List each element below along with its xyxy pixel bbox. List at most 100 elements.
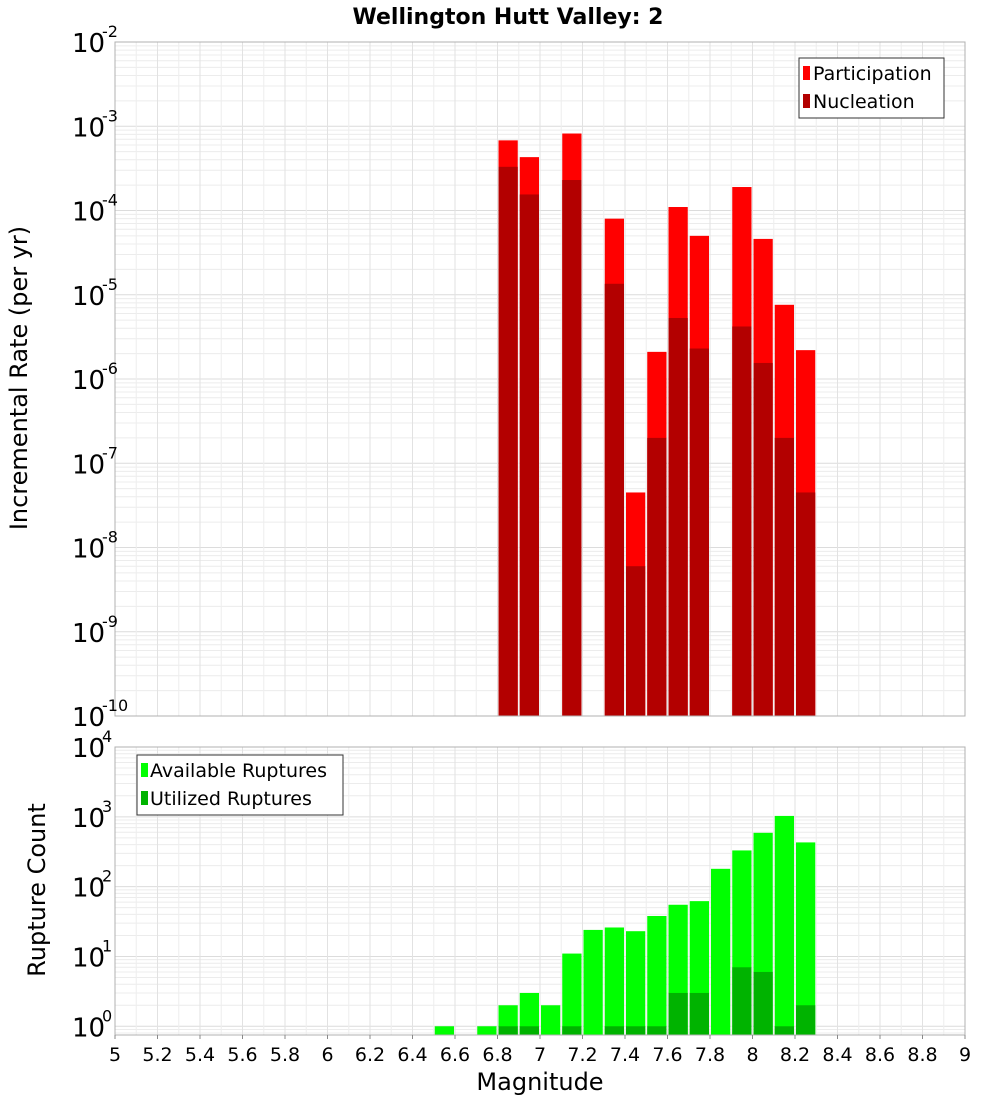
bottom-bar-utilized-ruptures [668, 992, 688, 1035]
bottom-y-tick-exponent: 0 [102, 1006, 112, 1025]
bottom-x-tick-label: 9 [959, 1044, 971, 1066]
top-bar-nucleation [519, 194, 539, 717]
bottom-bar-utilized-ruptures [774, 1026, 794, 1035]
top-bar-nucleation [562, 180, 582, 717]
top-legend: Participation Nucleation [798, 57, 945, 119]
bottom-x-tick-label: 5 [109, 1044, 121, 1066]
top-y-tick-label: 10 [72, 619, 105, 649]
top-bar-nucleation [796, 492, 816, 716]
top-y-tick-exponent: -10 [102, 696, 128, 715]
top-y-axis-label: Incremental Rate (per yr) [5, 226, 33, 530]
top-bar-nucleation [626, 566, 646, 716]
bottom-x-tick-label: 7.2 [567, 1044, 597, 1066]
bottom-x-tick-label: 5.2 [142, 1044, 172, 1066]
top-y-tick-exponent: -4 [102, 191, 118, 210]
bottom-bar-available-ruptures [796, 842, 816, 1035]
top-bar-nucleation [668, 317, 688, 716]
top-bar-nucleation [604, 283, 624, 716]
bottom-y-tick-label: 10 [72, 1013, 105, 1043]
bottom-bar-utilized-ruptures [562, 1026, 582, 1035]
bottom-x-tick-label: 5.4 [185, 1044, 215, 1066]
bottom-bar-available-ruptures [583, 929, 603, 1035]
top-plot-frame [114, 41, 966, 717]
bottom-y-tick-exponent: 1 [102, 936, 112, 955]
bottom-y-tick-label: 10 [72, 804, 105, 834]
bottom-x-tick-label: 7.6 [652, 1044, 682, 1066]
bottom-x-tick-label: 6.6 [440, 1044, 470, 1066]
bottom-bar-available-ruptures [604, 927, 624, 1035]
bottom-bar-utilized-ruptures [647, 1026, 667, 1035]
bottom-bar-available-ruptures [711, 868, 731, 1035]
bottom-x-tick-label: 8.4 [822, 1044, 852, 1066]
top-y-tick-label: 10 [72, 535, 105, 565]
legend-label-participation: Participation [813, 63, 932, 85]
bottom-y-tick-label: 10 [72, 874, 105, 904]
top-bar-nucleation [753, 362, 773, 716]
bottom-x-tick-label: 7 [534, 1044, 546, 1066]
top-y-tick-label: 10 [72, 450, 105, 480]
bottom-bar-available-ruptures [541, 1005, 561, 1035]
bottom-x-tick-label: 6.2 [355, 1044, 385, 1066]
bottom-x-tick-label: 7.4 [610, 1044, 640, 1066]
legend-swatch-available [141, 763, 148, 777]
bottom-x-tick-label: 8.8 [907, 1044, 937, 1066]
top-y-tick-label: 10 [72, 366, 105, 396]
bottom-y-axis-label: Rupture Count [23, 803, 51, 977]
bottom-bar-available-ruptures [562, 953, 582, 1035]
top-y-tick-label: 10 [72, 29, 105, 59]
bottom-y-tick-label: 10 [72, 943, 105, 973]
bottom-y-tick-exponent: 2 [102, 867, 112, 886]
top-y-tick-label: 10 [72, 198, 105, 228]
bottom-x-tick-label: 7.8 [695, 1044, 725, 1066]
bottom-bar-utilized-ruptures [753, 971, 773, 1035]
top-y-tick-exponent: -5 [102, 275, 118, 294]
bottom-y-tick-label: 10 [72, 734, 105, 764]
chart-title: Wellington Hutt Valley: 2 [353, 5, 664, 30]
top-y-tick-exponent: -8 [102, 528, 118, 547]
bottom-x-tick-label: 5.8 [270, 1044, 300, 1066]
bottom-legend: Available Ruptures Utilized Ruptures [136, 754, 344, 816]
bottom-x-tick-label: 6 [321, 1044, 333, 1066]
bottom-bar-utilized-ruptures [498, 1026, 518, 1035]
bottom-bar-available-ruptures [519, 992, 539, 1035]
bottom-x-tick-label: 8 [746, 1044, 758, 1066]
x-axis-label: Magnitude [476, 1068, 603, 1096]
bottom-x-tick-label: 6.4 [397, 1044, 427, 1066]
top-y-tick-label: 10 [72, 113, 105, 143]
top-y-tick-exponent: -7 [102, 443, 118, 462]
bottom-bar-available-ruptures [647, 915, 667, 1035]
bottom-bar-utilized-ruptures [732, 967, 752, 1035]
bottom-x-tick-label: 5.6 [227, 1044, 257, 1066]
top-y-tick-exponent: -6 [102, 359, 118, 378]
top-y-tick-exponent: -2 [102, 22, 118, 41]
legend-label-nucleation: Nucleation [813, 91, 915, 113]
legend-label-available: Available Ruptures [150, 760, 327, 782]
bottom-x-tick-label: 6.8 [482, 1044, 512, 1066]
top-y-tick-exponent: -9 [102, 612, 118, 631]
top-y-tick-label: 10 [72, 703, 105, 733]
bottom-bar-utilized-ruptures [519, 1026, 539, 1035]
top-y-tick-exponent: -3 [102, 106, 118, 125]
top-bar-nucleation [498, 166, 518, 717]
top-bar-nucleation [732, 326, 752, 716]
bottom-bar-utilized-ruptures [796, 1005, 816, 1035]
bottom-y-tick-exponent: 3 [102, 797, 112, 816]
bottom-y-tick-exponent: 4 [102, 727, 112, 746]
legend-label-utilized: Utilized Ruptures [150, 788, 312, 810]
top-y-tick-label: 10 [72, 282, 105, 312]
bottom-x-tick-label: 8.2 [780, 1044, 810, 1066]
bottom-legend-box [136, 754, 344, 816]
bottom-bar-available-ruptures [774, 815, 794, 1035]
bottom-bar-available-ruptures [477, 1026, 497, 1035]
top-legend-box [798, 57, 945, 119]
top-bar-nucleation [689, 348, 709, 716]
legend-swatch-nucleation [803, 94, 810, 108]
legend-swatch-participation [803, 66, 810, 80]
bottom-bar-utilized-ruptures [604, 1026, 624, 1035]
legend-swatch-utilized [141, 791, 148, 805]
bottom-bar-utilized-ruptures [626, 1026, 646, 1035]
top-bar-nucleation [647, 437, 667, 716]
top-bar-nucleation [774, 437, 794, 716]
